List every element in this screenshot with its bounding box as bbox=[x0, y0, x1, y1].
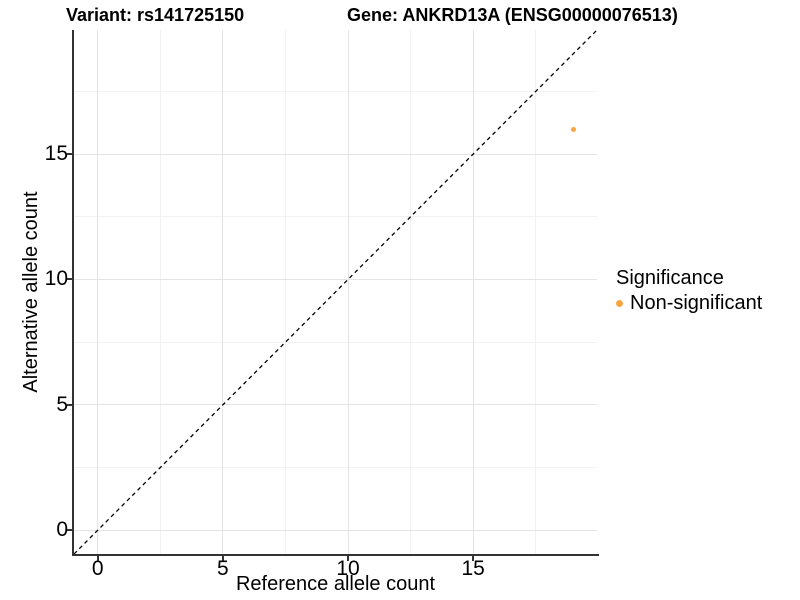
x-axis-title: Reference allele count bbox=[235, 573, 435, 595]
legend-title: Significance bbox=[616, 267, 724, 289]
x-axis-line bbox=[72, 554, 599, 556]
legend-item-label: Non-significant bbox=[630, 292, 763, 314]
gridline-x-15 bbox=[472, 30, 474, 554]
y-tick-15 bbox=[67, 153, 72, 156]
data-point-0 bbox=[570, 126, 576, 132]
y-axis-title: Alternative allele count bbox=[20, 191, 42, 393]
gridline-x-minor-12.5 bbox=[410, 30, 412, 554]
gridline-y-minor-7.5 bbox=[74, 341, 597, 343]
gridline-y-15 bbox=[74, 153, 597, 155]
y-tick-label-0: 0 bbox=[56, 518, 68, 542]
gridline-x-0 bbox=[97, 30, 99, 554]
plot-title-variant: Variant: rs141725150 bbox=[66, 5, 245, 25]
x-tick-label-10: 10 bbox=[336, 557, 360, 580]
plot-title-gene: Gene: ANKRD13A (ENSG00000076513) bbox=[347, 5, 678, 25]
x-tick-15 bbox=[472, 556, 475, 561]
x-tick-label-15: 15 bbox=[461, 557, 485, 580]
gridline-y-minor-2.5 bbox=[74, 467, 597, 468]
y-tick-10 bbox=[67, 278, 72, 281]
y-axis-line bbox=[72, 30, 74, 556]
gridline-y-5 bbox=[74, 404, 597, 406]
y-tick-label-10: 10 bbox=[44, 267, 68, 291]
y-tick-0 bbox=[67, 529, 72, 532]
gridline-x-5 bbox=[222, 30, 224, 554]
gridline-x-10 bbox=[347, 30, 349, 554]
gridline-x-minor-17.5 bbox=[535, 30, 537, 554]
legend-item: Non-significant bbox=[616, 290, 762, 316]
x-tick-10 bbox=[347, 556, 349, 561]
gridline-x-minor-2.5 bbox=[159, 30, 161, 554]
gridline-y-minor-17.5 bbox=[74, 90, 597, 92]
plot-panel bbox=[74, 30, 597, 554]
x-tick-5 bbox=[221, 556, 224, 561]
legend-point-swatch-icon bbox=[616, 299, 623, 307]
x-tick-0 bbox=[96, 556, 99, 561]
y-tick-label-5: 5 bbox=[56, 392, 68, 416]
gridline-y-0 bbox=[74, 529, 597, 531]
gridline-y-10 bbox=[74, 278, 597, 280]
x-tick-label-0: 0 bbox=[91, 557, 104, 580]
y-tick-label-15: 15 bbox=[44, 142, 68, 166]
gridline-x-minor-7.5 bbox=[284, 30, 286, 554]
legend: Significance Non-significant bbox=[616, 266, 762, 316]
identity-line bbox=[74, 30, 597, 554]
y-tick-5 bbox=[67, 403, 72, 406]
gridline-y-minor-12.5 bbox=[74, 216, 597, 218]
x-tick-label-5: 5 bbox=[217, 557, 229, 580]
